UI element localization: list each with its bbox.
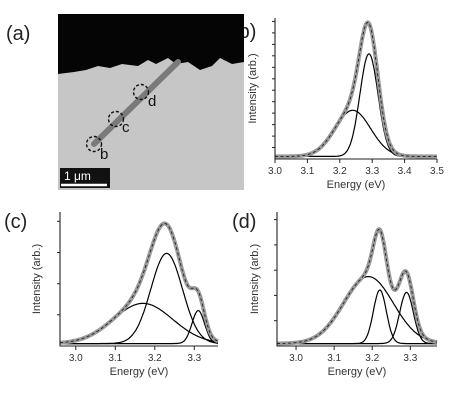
chart-d-xtick-label: 3.0	[289, 353, 303, 364]
chart-c-component-3	[60, 310, 219, 345]
chart-c: 3.0 3.1 3.2 3.3 Energy (eV) Intensity (arb.…	[31, 212, 219, 378]
chart-c-axes	[59, 212, 218, 347]
chart-c-xtick-label: 3.3	[187, 353, 201, 364]
chart-d-axes	[276, 212, 437, 347]
chart-b-ylabel: Intensity (arb.)	[247, 53, 259, 123]
chart-b-xtick-label: 3.2	[333, 166, 347, 177]
chart-b-xtick-label: 3.5	[430, 166, 444, 177]
marker-circle-b	[85, 135, 103, 153]
nanowire	[91, 59, 181, 147]
chart-d-fit-total	[277, 227, 438, 346]
marker-label-c: c	[122, 119, 130, 136]
chart-c-ylabel: Intensity (arb.)	[31, 244, 43, 314]
chart-b-axes	[274, 18, 437, 160]
chart-b-xlabel: Energy (eV)	[327, 179, 386, 191]
chart-c-data-line	[59, 222, 219, 344]
chart-d-xlabel: Energy (eV)	[328, 366, 387, 378]
marker-circle-c	[107, 110, 125, 128]
chart-d: 3.0 3.1 3.2 3.3 Energy (eV) Intensity (arb.…	[249, 212, 438, 378]
marker-label-d: d	[148, 93, 156, 110]
chart-d-component-3	[277, 291, 437, 345]
chart-b-fit-total	[275, 20, 437, 159]
chart-b-xtick-label: 3.3	[365, 166, 379, 177]
chart-d-xtick-label: 3.3	[403, 353, 417, 364]
panel-label-c: (c)	[4, 211, 27, 233]
chart-b-xtick-label: 3.0	[268, 166, 282, 177]
chart-b-xtick-label: 3.4	[398, 166, 412, 177]
chart-d-ylabel: Intensity (arb.)	[249, 244, 261, 314]
micrograph-dark-region	[58, 14, 244, 74]
chart-c-xlabel: Energy (eV)	[110, 366, 169, 378]
chart-c-xtick-label: 3.0	[69, 353, 83, 364]
chart-c-component-1	[60, 252, 219, 345]
marker-circle-d	[132, 83, 150, 101]
micrograph-panel: b c d 1 μm	[58, 14, 244, 190]
chart-c-xtick-label: 3.1	[108, 353, 122, 364]
chart-d-xtick-label: 3.1	[327, 353, 341, 364]
chart-c-xtick-label: 3.2	[148, 353, 162, 364]
panel-label-d: (d)	[232, 211, 256, 233]
panel-label-a: (a)	[6, 23, 30, 45]
scale-bar-box	[60, 168, 110, 188]
marker-label-b: b	[100, 146, 108, 163]
scale-bar-label: 1 μm	[64, 169, 91, 183]
chart-b: 3.0 3.1 3.2 3.3 3.4 3.5 Energy (eV) Intensity…	[247, 18, 444, 191]
chart-b-xtick-label: 3.1	[300, 166, 314, 177]
chart-b-data-line	[275, 21, 437, 157]
chart-d-xtick-label: 3.2	[365, 353, 379, 364]
